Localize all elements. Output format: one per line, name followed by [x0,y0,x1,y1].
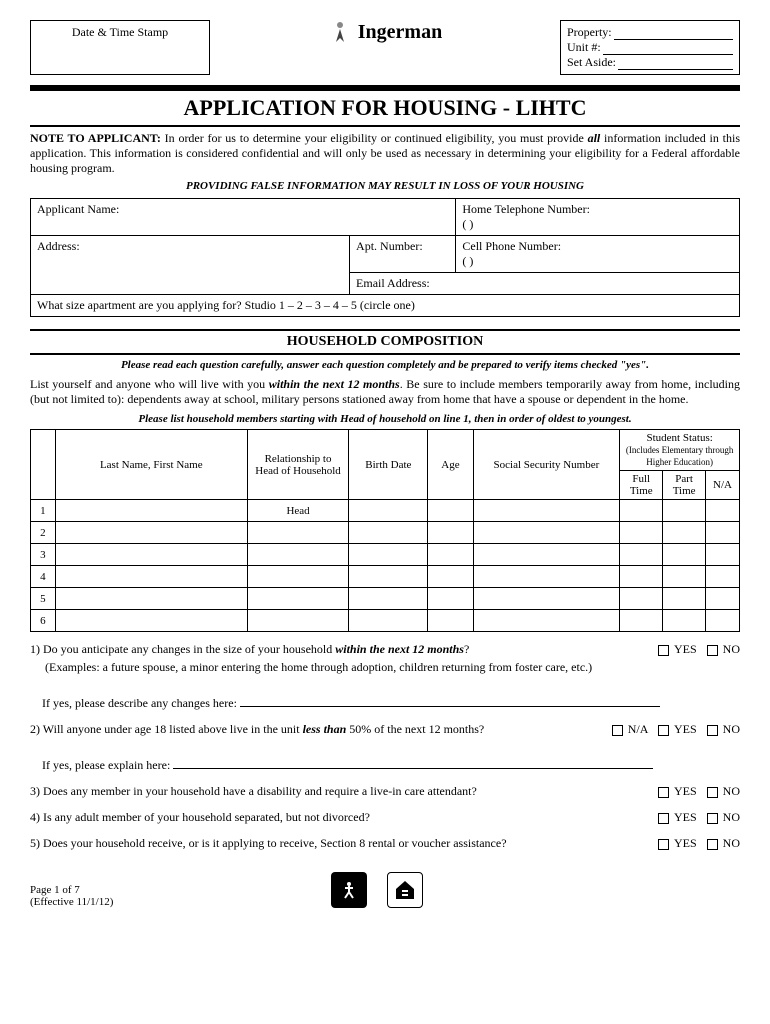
q2-na-checkbox[interactable] [612,725,623,736]
logo: Ingerman [328,20,442,44]
q3-no-checkbox[interactable] [707,787,718,798]
setaside-label: Set Aside: [567,55,616,70]
col-student: Student Status:(Includes Elementary thro… [620,430,740,471]
accessibility-icon [331,872,367,908]
note-bold: NOTE TO APPLICANT: [30,131,161,145]
question-3: 3) Does any member in your household hav… [30,782,740,800]
col-ssn: Social Security Number [473,430,620,500]
col-birth: Birth Date [349,430,428,500]
household-table: Last Name, First Name Relationship to He… [30,429,740,632]
logo-text: Ingerman [358,21,442,44]
page-title: APPLICATION FOR HOUSING - LIHTC [30,91,740,127]
household-row[interactable]: 6 [31,610,740,632]
question-4: 4) Is any adult member of your household… [30,808,740,826]
col-rel: Relationship to Head of Household [247,430,349,500]
question-2: 2) Will anyone under age 18 listed above… [30,720,740,774]
cell-phone-cell[interactable]: Cell Phone Number:( ) [456,236,740,273]
property-label: Property: [567,25,612,40]
q4-yes-checkbox[interactable] [658,813,669,824]
logo-icon [328,20,352,44]
household-instructions: List yourself and anyone who will live w… [30,377,740,407]
date-time-stamp-box: Date & Time Stamp [30,20,210,75]
apt-number-cell[interactable]: Apt. Number: [350,236,456,273]
warning-text: PROVIDING FALSE INFORMATION MAY RESULT I… [30,180,740,192]
col-name: Last Name, First Name [55,430,247,500]
home-phone-cell[interactable]: Home Telephone Number:( ) [456,199,740,236]
unit-label: Unit #: [567,40,601,55]
q3-yes-checkbox[interactable] [658,787,669,798]
apartment-size-cell[interactable]: What size apartment are you applying for… [31,295,740,317]
question-1: 1) Do you anticipate any changes in the … [30,640,740,712]
household-order-note: Please list household members starting w… [30,413,740,425]
household-row[interactable]: 2 [31,522,740,544]
col-full: Full Time [620,471,663,500]
email-cell[interactable]: Email Address: [350,273,740,295]
col-na: N/A [706,471,740,500]
q1-describe-line[interactable] [240,706,660,707]
col-age: Age [428,430,473,500]
household-row[interactable]: 4 [31,566,740,588]
note-to-applicant: NOTE TO APPLICANT: In order for us to de… [30,131,740,176]
property-box: Property: Unit #: Set Aside: [560,20,740,75]
equal-housing-icon [387,872,423,908]
applicant-table: Applicant Name: Home Telephone Number:( … [30,198,740,317]
q5-yes-checkbox[interactable] [658,839,669,850]
stamp-label: Date & Time Stamp [72,25,168,39]
q1-yes-checkbox[interactable] [658,645,669,656]
q2-no-checkbox[interactable] [707,725,718,736]
page-number: Page 1 of 7 [30,884,113,896]
q2-explain-line[interactable] [173,768,653,769]
household-row[interactable]: 1Head [31,500,740,522]
address-cell[interactable]: Address: [31,236,350,295]
q5-no-checkbox[interactable] [707,839,718,850]
q2-yes-checkbox[interactable] [658,725,669,736]
q4-no-checkbox[interactable] [707,813,718,824]
question-5: 5) Does your household receive, or is it… [30,834,740,852]
household-row[interactable]: 3 [31,544,740,566]
applicant-name-cell[interactable]: Applicant Name: [31,199,456,236]
effective-date: (Effective 11/1/12) [30,896,113,908]
household-section-title: HOUSEHOLD COMPOSITION [30,329,740,355]
household-subnote: Please read each question carefully, ans… [30,359,740,371]
header-row: Date & Time Stamp Ingerman Property: Uni… [30,20,740,75]
footer: Page 1 of 7 (Effective 11/1/12) [30,872,740,908]
q1-no-checkbox[interactable] [707,645,718,656]
col-part: Part Time [663,471,706,500]
household-row[interactable]: 5 [31,588,740,610]
